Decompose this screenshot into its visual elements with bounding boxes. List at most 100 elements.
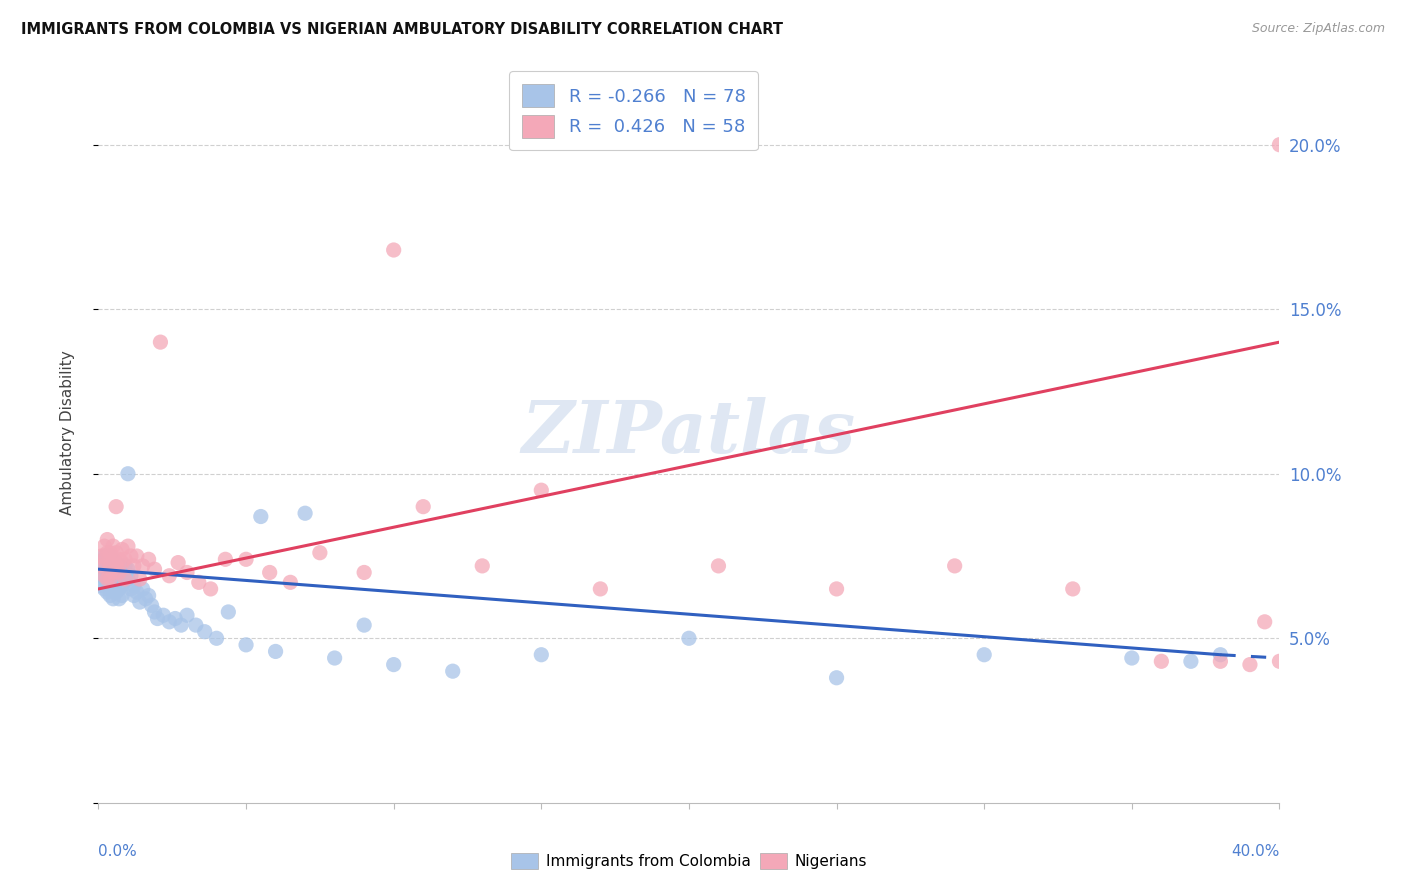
Point bbox=[105, 585, 128, 599]
Legend: R = -0.266   N = 78, R =  0.426   N = 58: R = -0.266 N = 78, R = 0.426 N = 58 bbox=[509, 71, 758, 151]
Point bbox=[108, 552, 131, 566]
Point bbox=[96, 572, 118, 586]
Point bbox=[105, 546, 128, 560]
Point bbox=[98, 589, 121, 603]
Point bbox=[105, 558, 128, 573]
Point bbox=[128, 595, 150, 609]
Point bbox=[108, 572, 131, 586]
Point bbox=[98, 549, 121, 563]
Point bbox=[382, 657, 405, 672]
Point bbox=[117, 562, 139, 576]
Point bbox=[93, 552, 115, 566]
Point bbox=[294, 506, 316, 520]
Point bbox=[471, 558, 494, 573]
Point bbox=[280, 575, 302, 590]
Point bbox=[105, 575, 128, 590]
Point bbox=[264, 644, 287, 658]
Point bbox=[96, 546, 118, 560]
Point bbox=[125, 549, 148, 563]
Point bbox=[707, 558, 730, 573]
Point bbox=[98, 556, 121, 570]
Point bbox=[382, 243, 405, 257]
Point bbox=[176, 566, 198, 580]
Point bbox=[93, 568, 115, 582]
Point bbox=[353, 618, 375, 632]
Point bbox=[103, 552, 125, 566]
Point bbox=[93, 562, 115, 576]
Point bbox=[259, 566, 281, 580]
Point bbox=[111, 568, 134, 582]
Point bbox=[441, 664, 464, 678]
Point bbox=[217, 605, 239, 619]
Point bbox=[135, 591, 157, 606]
Point bbox=[132, 558, 155, 573]
Point bbox=[96, 575, 118, 590]
Point bbox=[235, 638, 257, 652]
Point bbox=[108, 566, 131, 580]
Point bbox=[132, 582, 155, 596]
Point bbox=[103, 591, 125, 606]
Point bbox=[105, 500, 128, 514]
Point bbox=[105, 556, 128, 570]
Point bbox=[93, 582, 115, 596]
Point bbox=[122, 558, 145, 573]
Point bbox=[108, 562, 131, 576]
Point bbox=[235, 552, 257, 566]
Point bbox=[111, 542, 134, 557]
Point bbox=[103, 568, 125, 582]
Point bbox=[114, 572, 136, 586]
Point bbox=[176, 608, 198, 623]
Point bbox=[96, 556, 118, 570]
Point bbox=[138, 552, 160, 566]
Point bbox=[309, 546, 332, 560]
Point bbox=[1180, 654, 1202, 668]
Point bbox=[103, 552, 125, 566]
Point bbox=[120, 582, 142, 596]
Legend: Immigrants from Colombia, Nigerians: Immigrants from Colombia, Nigerians bbox=[505, 847, 873, 875]
Point bbox=[194, 624, 217, 639]
Point bbox=[93, 549, 115, 563]
Point bbox=[1062, 582, 1084, 596]
Point bbox=[214, 552, 236, 566]
Point bbox=[93, 539, 115, 553]
Point bbox=[117, 572, 139, 586]
Point bbox=[125, 585, 148, 599]
Point bbox=[250, 509, 273, 524]
Point bbox=[122, 589, 145, 603]
Point bbox=[412, 500, 434, 514]
Point bbox=[108, 582, 131, 596]
Point bbox=[141, 599, 163, 613]
Point bbox=[353, 566, 375, 580]
Text: IMMIGRANTS FROM COLOMBIA VS NIGERIAN AMBULATORY DISABILITY CORRELATION CHART: IMMIGRANTS FROM COLOMBIA VS NIGERIAN AMB… bbox=[21, 22, 783, 37]
Point bbox=[122, 579, 145, 593]
Point bbox=[114, 552, 136, 566]
Point bbox=[117, 467, 139, 481]
Point bbox=[111, 579, 134, 593]
Point bbox=[98, 566, 121, 580]
Point bbox=[1268, 654, 1291, 668]
Point bbox=[96, 533, 118, 547]
Point bbox=[96, 566, 118, 580]
Point bbox=[120, 568, 142, 582]
Point bbox=[143, 562, 166, 576]
Point bbox=[120, 549, 142, 563]
Point bbox=[117, 539, 139, 553]
Point bbox=[90, 568, 112, 582]
Point bbox=[90, 579, 112, 593]
Point bbox=[530, 483, 553, 498]
Point bbox=[114, 568, 136, 582]
Point bbox=[111, 556, 134, 570]
Point bbox=[98, 558, 121, 573]
Point bbox=[1121, 651, 1143, 665]
Point bbox=[170, 618, 193, 632]
Point bbox=[146, 611, 169, 625]
Point bbox=[165, 611, 187, 625]
Point bbox=[157, 568, 180, 582]
Point bbox=[1209, 654, 1232, 668]
Point bbox=[90, 558, 112, 573]
Point bbox=[98, 579, 121, 593]
Point bbox=[1239, 657, 1261, 672]
Point bbox=[1268, 137, 1291, 152]
Point bbox=[90, 558, 112, 573]
Point bbox=[187, 575, 209, 590]
